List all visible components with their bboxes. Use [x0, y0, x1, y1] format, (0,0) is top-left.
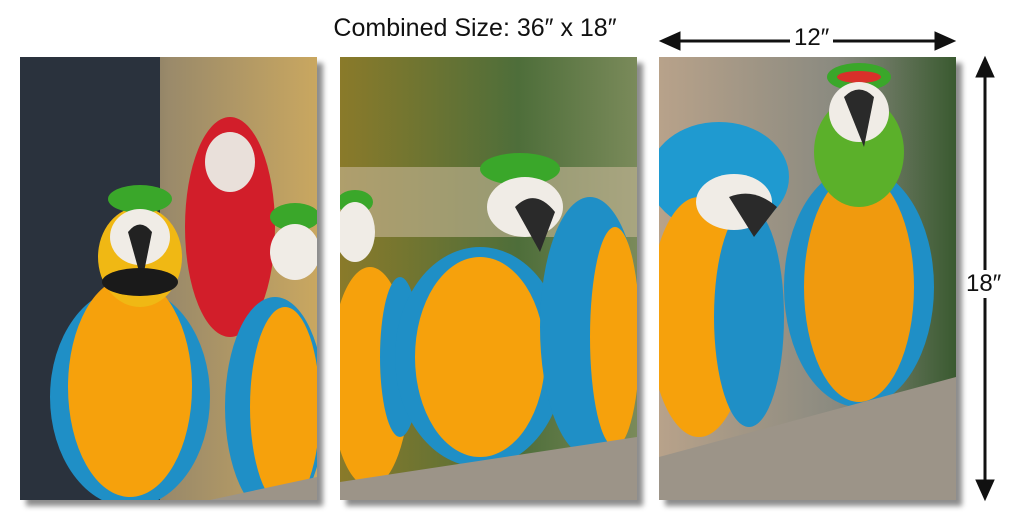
canvas-panel-right — [659, 57, 956, 500]
canvas-panel-left — [20, 57, 317, 500]
height-label: 18″ — [962, 270, 1006, 298]
panel-width-label: 12″ — [790, 24, 834, 52]
canvas-panel-center — [340, 57, 637, 500]
combined-size-title: Combined Size: 36″ x 18″ — [333, 14, 617, 42]
